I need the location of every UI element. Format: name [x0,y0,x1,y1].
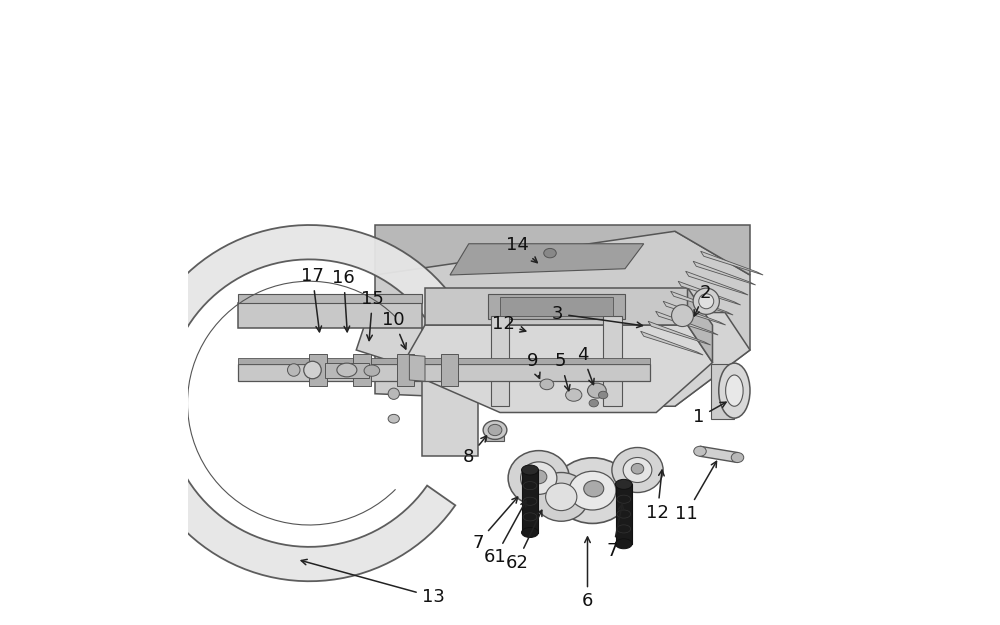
Ellipse shape [483,421,507,439]
Polygon shape [238,357,650,364]
Polygon shape [641,331,703,355]
Polygon shape [663,301,726,325]
Polygon shape [131,225,455,581]
Text: 1: 1 [693,402,726,426]
Text: 7: 7 [472,497,518,551]
Text: 3: 3 [552,305,642,328]
Polygon shape [409,355,425,381]
Polygon shape [500,297,612,316]
Ellipse shape [699,294,714,309]
Ellipse shape [615,479,632,489]
Ellipse shape [615,539,632,549]
Polygon shape [400,325,712,412]
Text: 15: 15 [361,290,384,341]
Polygon shape [488,294,625,319]
Ellipse shape [388,388,399,399]
Text: 2: 2 [694,284,711,316]
Text: 13: 13 [301,559,445,606]
Ellipse shape [569,471,616,510]
Polygon shape [678,281,741,305]
Polygon shape [441,354,458,386]
Ellipse shape [522,528,538,538]
Text: 62: 62 [505,510,542,571]
Polygon shape [648,321,711,345]
Ellipse shape [612,448,663,493]
Ellipse shape [364,365,380,376]
Polygon shape [238,303,422,328]
Ellipse shape [589,399,598,407]
Polygon shape [353,354,371,386]
Polygon shape [711,364,734,419]
Text: 4: 4 [577,346,594,384]
Polygon shape [422,328,478,456]
Polygon shape [603,316,622,406]
Ellipse shape [588,383,606,398]
Ellipse shape [540,379,554,390]
Ellipse shape [508,451,569,506]
Ellipse shape [731,452,744,462]
Ellipse shape [584,481,604,497]
Polygon shape [425,288,688,325]
Text: 61: 61 [484,501,526,566]
Ellipse shape [531,470,547,484]
Text: 9: 9 [527,352,540,378]
Polygon shape [671,291,733,315]
Polygon shape [309,354,327,386]
Text: 8: 8 [463,436,487,466]
Polygon shape [375,225,750,275]
Polygon shape [238,364,650,381]
Polygon shape [700,446,738,462]
Polygon shape [686,271,748,295]
Polygon shape [522,470,538,532]
Ellipse shape [522,465,538,475]
Text: 10: 10 [382,311,406,349]
Ellipse shape [304,361,321,379]
Text: 17: 17 [301,268,324,332]
Ellipse shape [337,363,357,377]
Ellipse shape [726,375,743,406]
Ellipse shape [631,464,644,474]
Text: 6: 6 [582,537,593,610]
Ellipse shape [534,472,589,521]
Ellipse shape [388,414,399,423]
Ellipse shape [566,389,582,401]
Ellipse shape [719,363,750,418]
Ellipse shape [598,391,608,399]
Polygon shape [616,484,632,544]
Text: 7: 7 [607,504,624,560]
Polygon shape [688,288,712,362]
Ellipse shape [693,288,719,314]
Ellipse shape [623,458,652,482]
Text: 12: 12 [646,470,669,521]
Text: 11: 11 [675,461,717,522]
Ellipse shape [546,483,577,511]
Ellipse shape [288,364,300,376]
Ellipse shape [521,462,557,494]
Polygon shape [356,312,750,406]
Polygon shape [656,311,718,335]
Text: 12: 12 [492,315,526,332]
Polygon shape [693,261,756,285]
Ellipse shape [553,458,632,524]
Polygon shape [238,294,422,303]
Text: 16: 16 [332,269,355,332]
Polygon shape [701,251,763,275]
Polygon shape [375,231,750,406]
Polygon shape [450,244,644,275]
Ellipse shape [672,304,693,326]
Text: 14: 14 [506,236,537,262]
Polygon shape [486,426,504,441]
Ellipse shape [544,248,556,258]
Text: 5: 5 [555,352,570,391]
Ellipse shape [488,424,502,436]
Polygon shape [491,316,509,406]
Ellipse shape [694,446,706,456]
Polygon shape [325,362,369,378]
Polygon shape [397,354,414,386]
